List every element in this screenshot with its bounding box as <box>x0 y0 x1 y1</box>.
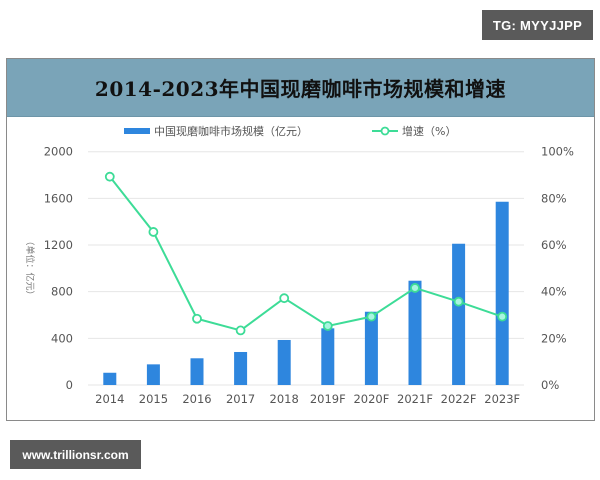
growth-marker <box>322 321 333 331</box>
legend-bar-label: 中国现磨咖啡市场规模（亿元） <box>154 124 308 138</box>
title-band: 2014-2023年中国现磨咖啡市场规模和增速 <box>7 59 594 117</box>
chart-title: 2014-2023年中国现磨咖啡市场规模和增速 <box>94 77 507 101</box>
y-tick-right: 0% <box>541 378 559 392</box>
growth-marker <box>104 171 115 182</box>
y-tick-right: 100% <box>541 145 574 159</box>
bar <box>234 351 248 385</box>
bar <box>146 364 160 385</box>
growth-marker <box>453 296 464 307</box>
bar <box>321 328 335 385</box>
x-tick: 2018 <box>270 392 299 406</box>
x-tick: 2020F <box>353 392 389 406</box>
growth-marker <box>279 293 290 304</box>
watermark-url: www.trillionsr.com <box>10 440 141 469</box>
x-tick: 2014 <box>95 392 124 406</box>
growth-marker <box>410 283 420 293</box>
chart-frame: 2014-2023年中国现磨咖啡市场规模和增速 <box>6 58 595 421</box>
growth-marker <box>148 227 159 237</box>
legend-line-label: 增速（%） <box>402 124 456 138</box>
bar <box>495 201 509 385</box>
y-tick-left: 2000 <box>44 145 73 159</box>
y-tick-right: 80% <box>541 191 567 205</box>
growth-marker <box>366 311 377 322</box>
growth-marker <box>192 313 202 324</box>
x-tick: 2016 <box>182 392 211 406</box>
x-tick: 2019F <box>310 392 346 406</box>
y-axis-label: （单位：亿元） <box>24 236 36 299</box>
x-tick: 2022F <box>441 392 477 406</box>
legend-line-marker <box>380 126 390 136</box>
growth-line <box>109 176 503 332</box>
y-tick-left: 0 <box>66 378 73 392</box>
bar <box>408 280 422 385</box>
x-tick: 2017 <box>226 392 255 406</box>
y-tick-right: 60% <box>541 238 567 252</box>
y-tick-left: 1600 <box>44 191 73 205</box>
x-tick: 2021F <box>397 392 433 406</box>
y-tick-right: 40% <box>541 285 567 299</box>
bar <box>452 243 466 385</box>
watermark-telegram: TG: MYYJJPP <box>482 10 593 40</box>
y-tick-right: 20% <box>541 331 567 345</box>
y-tick-left: 400 <box>51 331 73 345</box>
y-tick-left: 1200 <box>44 238 73 252</box>
x-tick: 2023F <box>484 392 520 406</box>
growth-marker <box>497 311 508 322</box>
bar <box>364 311 378 385</box>
x-tick: 2015 <box>139 392 168 406</box>
legend-bar-swatch <box>124 128 150 134</box>
y-tick-left: 800 <box>51 285 73 299</box>
growth-marker <box>235 325 246 336</box>
bar <box>277 339 291 385</box>
bar <box>103 372 117 385</box>
bar <box>190 358 204 385</box>
